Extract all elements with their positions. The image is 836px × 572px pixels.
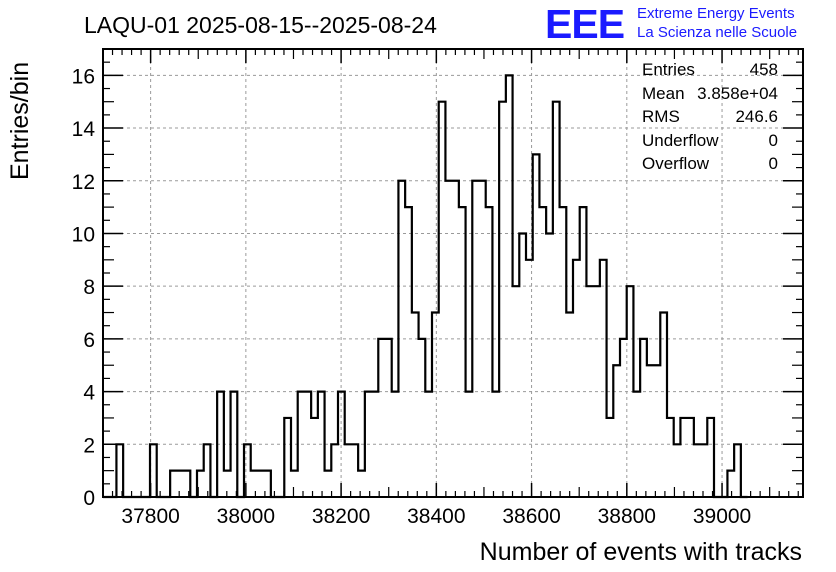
stat-underflow: Underflow 0 (642, 131, 778, 155)
histogram-line (103, 74, 748, 499)
axis-tick-labels: 37800 38000 38200 38400 38600 38800 39000 0 2 4 6 8… (72, 65, 752, 528)
logo-caption: Extreme Energy Events La Scienza nelle S… (637, 4, 797, 42)
stat-mean: Mean 3.858e+04 (642, 84, 778, 108)
stat-value: 0 (768, 130, 778, 150)
x-tick-label: 38200 (312, 505, 370, 528)
x-axis-label: Number of events with tracks (479, 538, 802, 566)
stats-box: Entries 458 Mean 3.858e+04 RMS 246.6 Und… (642, 60, 778, 178)
y-tick-label: 6 (83, 329, 95, 352)
stat-label: Mean (642, 83, 685, 103)
stat-overflow: Overflow 0 (642, 154, 778, 178)
logo-line-1: Extreme Energy Events (637, 5, 795, 22)
y-tick-label: 16 (72, 65, 95, 88)
stat-value: 0 (768, 154, 778, 173)
stat-value: 246.6 (735, 107, 778, 126)
stat-label: Underflow (642, 130, 719, 150)
y-tick-label: 14 (72, 118, 96, 141)
x-tick-label: 38400 (407, 505, 465, 528)
y-tick-label: 10 (72, 223, 95, 246)
y-tick-label: 12 (72, 171, 95, 194)
stat-value: 458 (749, 60, 778, 79)
logo-line-2: La Scienza nelle Scuole (637, 24, 798, 41)
x-tick-label: 38600 (502, 505, 560, 528)
stat-label: Overflow (642, 154, 710, 173)
x-tick-label: 38800 (598, 505, 656, 528)
y-axis-label: Entries/bin (6, 61, 34, 180)
stat-label: RMS (642, 107, 680, 126)
chart-title: LAQU-01 2025-08-15--2025-08-24 (84, 12, 437, 38)
x-tick-label: 38000 (217, 505, 275, 528)
x-tick-label: 37800 (121, 505, 179, 528)
stat-value: 3.858e+04 (697, 83, 778, 103)
y-tick-label: 4 (83, 382, 95, 405)
y-tick-label: 8 (83, 276, 95, 299)
axis-ticks (103, 49, 803, 498)
eee-logo: EEE (545, 1, 625, 47)
y-tick-label: 0 (83, 487, 95, 510)
y-tick-label: 2 (83, 434, 95, 457)
stat-entries: Entries 458 (642, 60, 778, 84)
x-tick-label: 39000 (693, 505, 751, 528)
stat-label: Entries (642, 60, 695, 79)
stat-rms: RMS 246.6 (642, 107, 778, 131)
